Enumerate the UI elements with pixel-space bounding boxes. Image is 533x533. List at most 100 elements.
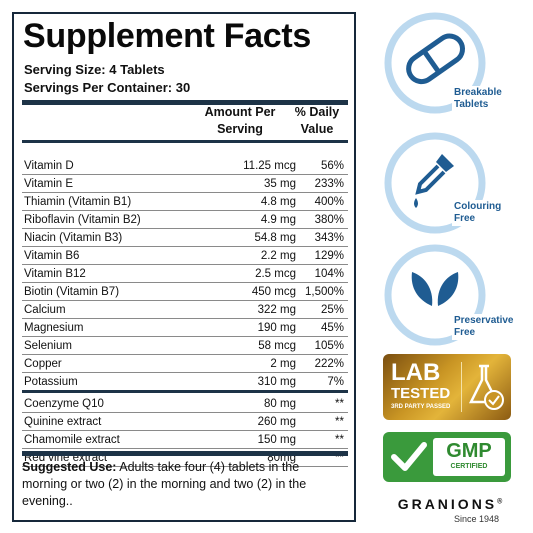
nutrient-name: Niacin (Vitamin B3)	[24, 232, 123, 244]
nutrient-daily-value: 400%	[314, 196, 344, 208]
nutrient-name: Copper	[24, 358, 62, 370]
nutrient-daily-value: 380%	[314, 214, 344, 226]
breakable-label: Breakable Tablets	[452, 86, 504, 112]
row-divider	[22, 336, 348, 337]
divider-bottom	[22, 451, 348, 456]
row-divider	[22, 318, 348, 319]
table-row: Copper 2 mg 222%	[22, 356, 348, 373]
lab-tested-badge: LAB TESTED 3RD PARTY PASSED	[383, 354, 511, 420]
table-row: Potassium 310 mg 7%	[22, 374, 348, 393]
lab-text: LAB	[391, 359, 441, 386]
lab-divider	[461, 362, 462, 412]
table-row: Biotin (Vitamin B7) 450 mcg 1,500%	[22, 284, 348, 301]
nutrient-daily-value: **	[335, 452, 344, 464]
suggested-use-text: Adults take four (4) tablets in the morn…	[22, 460, 307, 508]
row-divider	[22, 192, 348, 193]
nutrient-name: Chamomile extract	[24, 434, 120, 446]
preservative-free-badge	[384, 244, 486, 346]
row-divider	[22, 174, 348, 175]
amount-header-line2: Serving	[217, 122, 263, 136]
row-divider	[22, 372, 348, 373]
row-divider	[22, 246, 348, 247]
servings-per-container: Servings Per Container: 30	[24, 80, 191, 95]
brand-reg: ®	[497, 498, 503, 506]
colouring-label-line2: Free	[454, 213, 476, 224]
nutrient-daily-value: 45%	[320, 322, 344, 334]
brand-since: Since 1948	[454, 514, 500, 524]
row-divider	[22, 282, 348, 283]
nutrient-daily-value: 222%	[314, 358, 344, 370]
nutrient-amount: 58 mcg	[258, 340, 296, 352]
table-row: Vitamin E 35 mg 233%	[22, 176, 348, 193]
breakable-tablets-badge	[384, 12, 486, 114]
nutrient-amount: 310 mg	[257, 376, 296, 388]
amount-header-line1: Amount Per	[204, 105, 276, 119]
row-divider	[22, 430, 348, 431]
breakable-label-line1: Breakable	[454, 87, 502, 98]
dv-header-line2: Value	[300, 122, 334, 136]
nutrient-daily-value: 129%	[314, 250, 344, 262]
nutrient-name: Quinine extract	[24, 416, 102, 428]
preservative-label: Preservative Free	[452, 314, 516, 340]
nutrient-name: Potassium	[24, 376, 78, 388]
certified-text: CERTIFIED	[450, 463, 488, 470]
nutrient-name: Calcium	[24, 304, 66, 316]
table-row: Vitamin D 11.25 mcg 56%	[22, 158, 348, 175]
brand-name: GRANIONS	[397, 496, 498, 512]
nutrient-daily-value: 56%	[320, 160, 344, 172]
nutrient-amount: 2.2 mg	[260, 250, 296, 262]
supplement-facts-panel: Supplement Facts Serving Size: 4 Tablets…	[12, 12, 356, 522]
nutrient-amount: 450 mcg	[251, 286, 296, 298]
serving-size: Serving Size: 4 Tablets	[24, 62, 165, 77]
nutrient-daily-value: 25%	[320, 304, 344, 316]
divider-thick	[22, 100, 348, 105]
table-row: Coenzyme Q10 80 mg **	[22, 396, 348, 413]
row-divider	[22, 264, 348, 265]
badge-ring	[384, 12, 486, 114]
suggested-use: Suggested Use: Adults take four (4) tabl…	[22, 459, 322, 510]
leaf-icon	[411, 272, 459, 306]
nutrient-name: Vitamin B6	[24, 250, 80, 262]
nutrient-name: Biotin (Vitamin B7)	[24, 286, 120, 298]
capsule-icon	[406, 33, 465, 85]
suggested-use-label: Suggested Use:	[22, 460, 117, 474]
table-row: Magnesium 190 mg 45%	[22, 320, 348, 337]
table-row: Riboflavin (Vitamin B2) 4.9 mg 380%	[22, 212, 348, 229]
nutrient-amount: 2 mg	[270, 358, 296, 370]
gmp-text: GMP	[446, 440, 492, 462]
nutrient-name: Coenzyme Q10	[24, 398, 104, 410]
nutrient-amount: 260 mg	[257, 416, 296, 428]
table-row: Niacin (Vitamin B3) 54.8 mg 343%	[22, 230, 348, 247]
flask-check-icon	[468, 364, 504, 410]
gmp-text-box: GMP CERTIFIED	[433, 438, 505, 476]
badge-ring	[384, 244, 486, 346]
nutrient-daily-value: 105%	[314, 340, 344, 352]
nutrient-daily-value: **	[335, 434, 344, 446]
nutrient-daily-value: 1,500%	[304, 286, 344, 298]
table-row: Vitamin B12 2.5 mcg 104%	[22, 266, 348, 283]
nutrient-name: Magnesium	[24, 322, 84, 334]
nutrient-name: Thiamin (Vitamin B1)	[24, 196, 132, 208]
nutrient-name: Vitamin E	[24, 178, 74, 190]
row-divider	[22, 466, 348, 467]
row-divider	[22, 390, 348, 393]
table-row: Chamomile extract 150 mg **	[22, 432, 348, 449]
colouring-label-line1: Colouring	[454, 201, 502, 212]
dv-header-line1: % Daily	[294, 105, 340, 119]
row-divider	[22, 228, 348, 229]
table-row: Thiamin (Vitamin B1) 4.8 mg 400%	[22, 194, 348, 211]
dv-header: % Daily Value	[284, 104, 350, 138]
preservative-label-line1: Preservative	[454, 315, 514, 326]
nutrient-amount: 322 mg	[257, 304, 296, 316]
row-divider	[22, 300, 348, 301]
nutrient-daily-value: **	[335, 398, 344, 410]
nutrient-name: Vitamin D	[24, 160, 74, 172]
nutrient-amount: 11.25 mcg	[243, 160, 296, 172]
brand-logo: GRANIONS®	[380, 496, 520, 512]
nutrient-amount: 80 mg	[264, 398, 296, 410]
third-party-text: 3RD PARTY PASSED	[391, 404, 451, 410]
row-divider	[22, 354, 348, 355]
nutrient-amount: 2.5 mcg	[255, 268, 296, 280]
colouring-free-badge	[384, 132, 486, 234]
nutrient-daily-value: **	[335, 416, 344, 428]
